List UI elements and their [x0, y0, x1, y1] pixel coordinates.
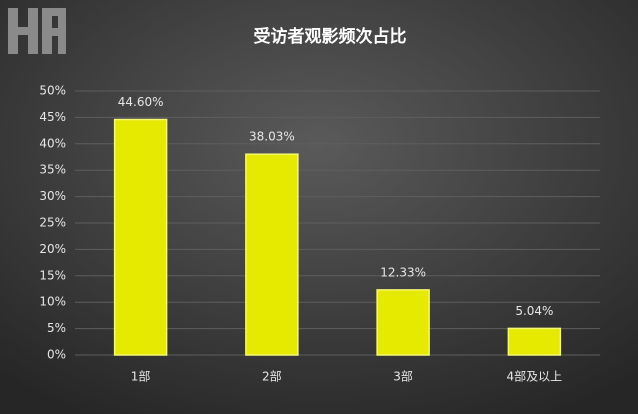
- y-tick-label: 25%: [39, 216, 66, 230]
- y-tick-label: 40%: [39, 136, 66, 150]
- y-tick-label: 45%: [39, 110, 66, 124]
- x-tick-label: 1部: [131, 369, 151, 384]
- x-tick-label: 3部: [393, 369, 413, 384]
- data-label: 5.04%: [515, 304, 553, 318]
- y-tick-label: 15%: [39, 268, 66, 282]
- logo: [8, 8, 66, 54]
- bar: [507, 327, 562, 356]
- chart-title: 受访者观影频次占比: [254, 26, 407, 47]
- y-tick-label: 20%: [39, 242, 66, 256]
- y-tick-label: 30%: [39, 189, 66, 203]
- y-tick-label: 50%: [39, 84, 66, 98]
- y-tick-label: 10%: [39, 295, 66, 309]
- bar: [376, 289, 430, 356]
- data-label: 38.03%: [249, 130, 295, 144]
- bar: [245, 153, 299, 356]
- y-tick-label: 0%: [47, 348, 66, 362]
- x-tick-label: 2部: [262, 369, 282, 384]
- data-label: 44.60%: [118, 95, 164, 109]
- bar: [113, 118, 168, 356]
- y-tick-label: 5%: [47, 321, 66, 335]
- y-tick-label: 35%: [39, 163, 66, 177]
- data-label: 12.33%: [380, 265, 426, 279]
- x-tick-label: 4部及以上: [507, 369, 563, 384]
